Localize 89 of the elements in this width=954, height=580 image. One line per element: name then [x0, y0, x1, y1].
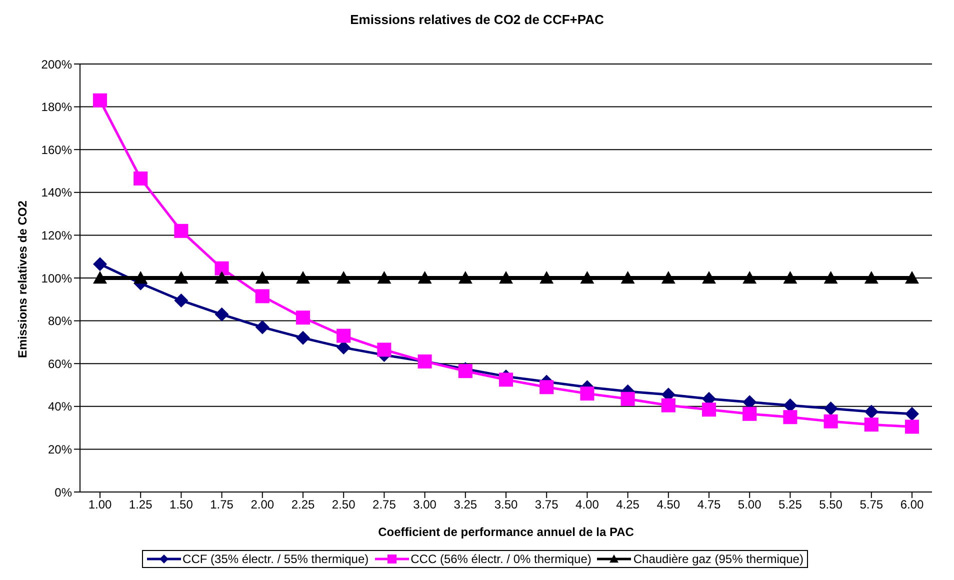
legend-label: CCC (56% électr. / 0% thermique) [410, 552, 592, 566]
x-tick-label: 3.00 [413, 498, 437, 512]
x-tick-label: 1.00 [88, 498, 112, 512]
x-tick-label: 4.50 [656, 498, 680, 512]
point [499, 372, 513, 387]
point [336, 340, 351, 355]
y-tick-label: 20% [48, 442, 72, 456]
point [255, 320, 270, 334]
point [905, 420, 919, 434]
x-axis-title: Coefficient de performance annuel de la PAC [378, 525, 634, 539]
x-tick-label: 6.00 [900, 498, 924, 512]
point [702, 271, 716, 284]
legend-label: CCF (35% électr. / 55% thermique) [182, 552, 369, 566]
point [377, 271, 392, 284]
point [783, 398, 798, 412]
y-tick-label: 160% [41, 142, 72, 157]
y-tick-label: 140% [41, 186, 72, 200]
point [783, 271, 798, 284]
x-tick-label: 4.00 [576, 498, 600, 512]
y-axis-title: Emissions relatives de CO2 [15, 200, 30, 358]
x-tick-label: 3.50 [494, 498, 518, 512]
point [742, 271, 757, 284]
y-tick-label: 120% [41, 228, 72, 242]
point [296, 330, 310, 345]
y-tick-label: 80% [48, 314, 72, 328]
y-tick-label: 100% [41, 271, 72, 286]
point [458, 364, 472, 378]
point [93, 257, 107, 272]
x-tick-label: 5.00 [738, 498, 762, 512]
point [620, 271, 635, 284]
point [174, 224, 188, 238]
x-tick-label: 2.50 [332, 498, 356, 512]
x-tick-label: 2.75 [372, 498, 396, 512]
point [458, 271, 472, 284]
point [864, 404, 878, 419]
point [134, 271, 148, 284]
point [377, 342, 392, 357]
point [336, 328, 351, 343]
point [824, 402, 838, 416]
point [661, 271, 676, 284]
point [418, 271, 432, 284]
point [255, 289, 270, 304]
point [702, 402, 716, 417]
point [540, 271, 554, 284]
point [93, 271, 107, 284]
x-tick-label: 1.75 [210, 498, 234, 512]
point [905, 406, 919, 421]
point [742, 406, 757, 421]
x-tick-label: 4.25 [616, 498, 640, 512]
x-tick-label: 2.00 [250, 498, 274, 512]
point [214, 271, 229, 284]
point [580, 271, 594, 284]
point [296, 271, 310, 284]
point [824, 414, 838, 428]
y-tick-label: 0% [54, 485, 72, 500]
point [296, 310, 310, 325]
x-tick-label: 5.50 [819, 498, 843, 512]
x-tick-label: 2.25 [291, 498, 315, 512]
point [864, 271, 878, 284]
y-tick-label: 200% [41, 57, 72, 72]
point [174, 271, 188, 284]
point [134, 171, 148, 186]
point [174, 293, 188, 308]
point [214, 307, 229, 322]
x-tick-label: 1.50 [170, 498, 194, 512]
point [824, 271, 838, 284]
x-tick-label: 3.25 [454, 498, 478, 512]
point [620, 392, 635, 406]
chart-title: Emissions relatives de CO2 de CCF+PAC [349, 11, 605, 29]
point [580, 386, 594, 401]
point [255, 271, 270, 284]
y-tick-label: 40% [48, 400, 72, 414]
x-tick-label: 5.75 [860, 498, 884, 512]
y-tick-label: 60% [48, 356, 72, 371]
x-tick-label: 5.25 [778, 498, 802, 512]
point [214, 261, 229, 276]
point [336, 271, 351, 284]
point [499, 271, 513, 284]
x-tick-label: 1.25 [128, 498, 153, 512]
point [783, 410, 798, 424]
point [905, 271, 919, 284]
point [540, 380, 554, 394]
legend-label: Chaudière gaz (95% thermique) [633, 552, 804, 566]
point [93, 93, 107, 108]
point [864, 418, 878, 432]
x-tick-label: 3.75 [534, 498, 559, 512]
y-tick-label: 180% [41, 100, 72, 114]
x-tick-label: 4.75 [697, 498, 721, 512]
point [661, 398, 676, 412]
